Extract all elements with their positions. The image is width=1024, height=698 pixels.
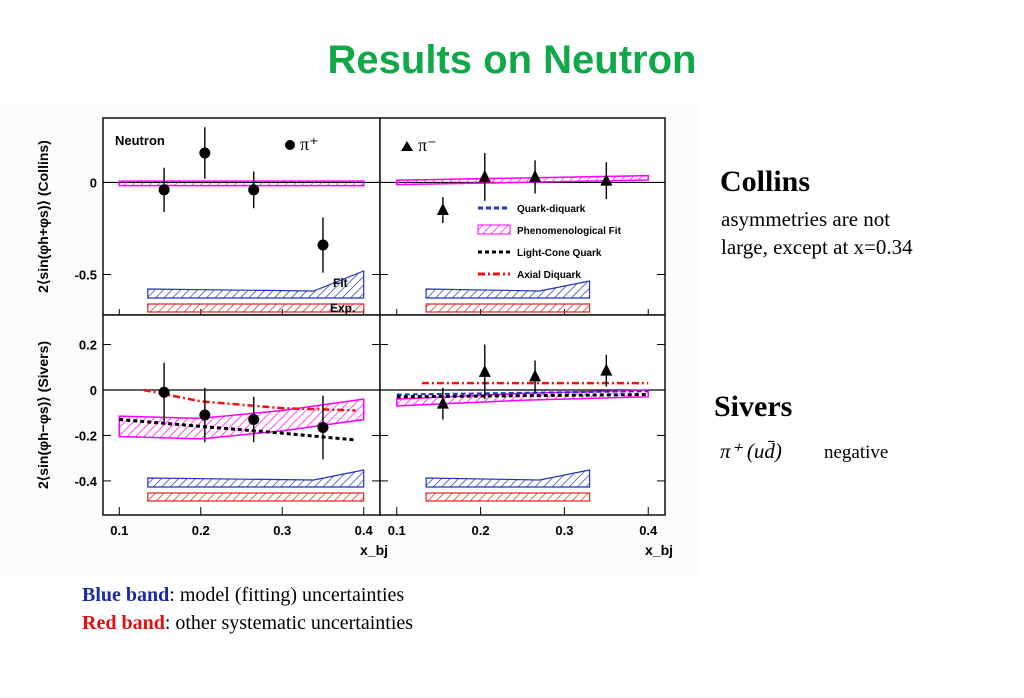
panel-label-pi-plus: π⁺: [300, 134, 319, 154]
data-point-collins-pi-minus-3: [600, 173, 613, 186]
red-band-0-1: [425, 303, 591, 313]
xtick-label-0-0: 0.1: [110, 523, 128, 538]
legend-label-3: Axial Diquark: [517, 270, 581, 281]
data-point-sivers-pi-minus-2: [529, 369, 542, 382]
neutron-asymmetry-figure: 0 -0.5 2⟨sin(φh+φs)⟩ (Collins) 0.2 0 -0.2 -0.4…: [0, 105, 700, 575]
ytick-label-0-0: 0: [90, 175, 97, 190]
xtick-label-1-2: 0.3: [555, 523, 573, 538]
panel-label-neutron: Neutron: [115, 133, 165, 148]
data-point-collins-pi-minus-1: [478, 169, 491, 182]
red-band-0-0: [147, 303, 365, 313]
pheno-fit-band-sivers-pi-minus: [396, 389, 649, 407]
page-title: Results on Neutron: [327, 38, 697, 82]
xtick-label-0-2: 0.3: [273, 523, 291, 538]
data-point-sivers-pi-plus-1: [199, 409, 211, 421]
light-cone-curve-sivers-pi-plus: [119, 418, 356, 442]
sivers-formula: π⁺ (ud̄): [720, 439, 782, 463]
pheno-fit-band-collins-pi-plus: [118, 180, 365, 187]
data-point-sivers-pi-minus-1: [478, 364, 491, 377]
ytick-label-0-1: -0.5: [75, 267, 97, 282]
blue-band-1-1: [425, 469, 591, 488]
collins-line-2: large, except at x=0.34: [721, 235, 913, 259]
collins-description: asymmetries are not large, except at x=0…: [721, 205, 913, 261]
data-point-collins-pi-minus-0: [436, 203, 449, 216]
data-point-collins-pi-plus-3: [317, 239, 329, 251]
caption-blue-label: Blue band: [82, 584, 170, 606]
sivers-note: negative: [824, 442, 889, 463]
legend-marker-pi-minus: [401, 141, 413, 151]
blue-band-1-0: [147, 469, 365, 488]
caption-red-label: Red band: [82, 612, 165, 634]
legend-label-2: Light-Cone Quark: [517, 248, 602, 259]
data-point-collins-pi-plus-2: [248, 184, 260, 196]
ytick-label-1-3: -0.4: [75, 474, 98, 489]
data-point-collins-pi-plus-1: [199, 147, 211, 159]
sivers-heading: Sivers: [714, 390, 793, 423]
caption-red: Red band: other systematic uncertainties: [82, 612, 413, 635]
data-point-sivers-pi-minus-3: [600, 363, 613, 376]
band-label-exp: Exp.: [330, 301, 355, 315]
xtick-label-1-0: 0.1: [388, 523, 406, 538]
legend-label-0: Quark-diquark: [517, 204, 586, 215]
band-label-fit: Fit: [333, 276, 348, 290]
data-point-sivers-pi-plus-0: [158, 386, 170, 398]
ytick-label-1-2: -0.2: [75, 428, 97, 443]
collins-line-1: asymmetries are not: [721, 207, 891, 231]
panel-label-pi-minus: π⁻: [418, 135, 437, 155]
ytick-label-1-1: 0: [90, 383, 97, 398]
xtick-label-1-3: 0.4: [639, 523, 658, 538]
legend-swatch-1: [477, 224, 511, 235]
legend-marker-pi-plus: [285, 140, 295, 150]
x-axis-label-0: x_bj: [360, 542, 388, 558]
y-axis-label-1: 2⟨sin(φh−φs)⟩ (Sivers): [35, 341, 51, 489]
red-band-1-0: [147, 492, 365, 502]
x-axis-label-1: x_bj: [645, 542, 673, 558]
red-band-1-1: [425, 492, 591, 502]
data-point-sivers-pi-plus-2: [248, 414, 260, 426]
quark-diquark-curve-sivers-pi-minus: [396, 390, 649, 396]
xtick-label-0-1: 0.2: [192, 523, 210, 538]
y-axis-label-0: 2⟨sin(φh+φs)⟩ (Collins): [35, 140, 51, 293]
data-point-sivers-pi-minus-0: [436, 396, 449, 409]
ytick-label-1-0: 0.2: [79, 338, 97, 353]
collins-heading: Collins: [720, 165, 811, 198]
caption-red-text: : other systematic uncertainties: [164, 612, 414, 634]
blue-band-0-0: [147, 270, 365, 299]
panel-frame-0-0: [102, 117, 381, 316]
data-point-collins-pi-plus-0: [158, 184, 170, 196]
caption-blue-text: : model (fitting) uncertainties: [169, 584, 405, 606]
xtick-label-0-3: 0.4: [355, 523, 374, 538]
legend-label-1: Phenomenological Fit: [517, 226, 622, 237]
blue-band-0-1: [425, 280, 591, 299]
data-point-collins-pi-minus-2: [529, 169, 542, 182]
pheno-fit-band-collins-pi-minus: [396, 174, 649, 186]
xtick-label-1-1: 0.2: [472, 523, 490, 538]
data-point-sivers-pi-plus-3: [317, 422, 329, 433]
caption-blue: Blue band: model (fitting) uncertainties: [82, 584, 404, 607]
axial-diquark-curve-sivers-pi-plus: [143, 388, 356, 412]
